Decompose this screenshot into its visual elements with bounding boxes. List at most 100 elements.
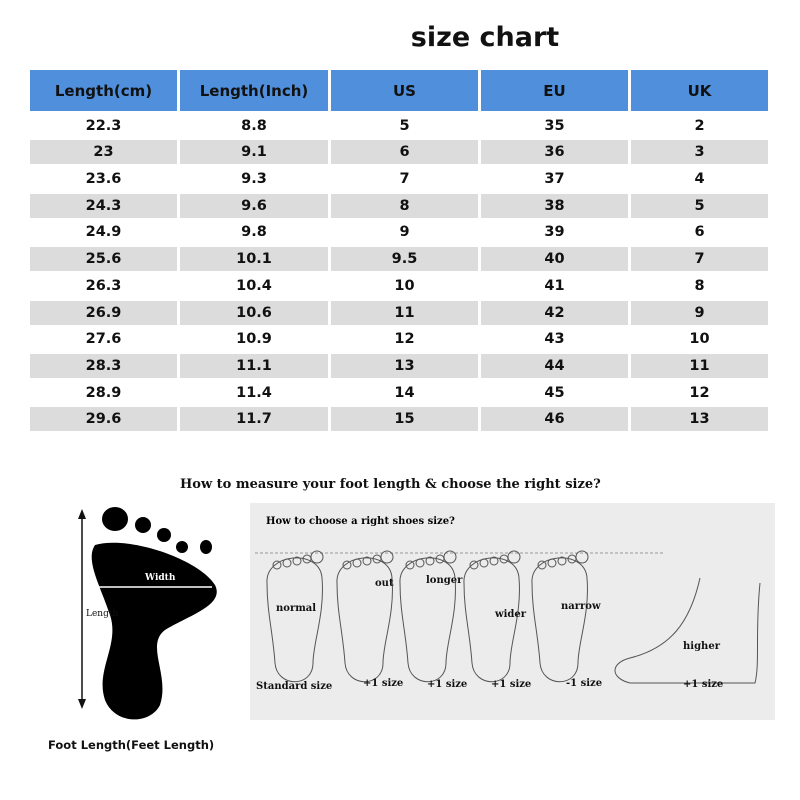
table-cell: 37 <box>544 171 565 188</box>
toe-icon <box>310 550 324 564</box>
table-cell: 14 <box>394 384 415 401</box>
table-cell: 9.1 <box>180 140 328 165</box>
table-cell: 8 <box>331 193 478 218</box>
table-row: 26.3 10.4 10 41 8 <box>30 271 770 298</box>
table-cell: 9 <box>399 224 410 241</box>
toe-icon <box>272 560 282 570</box>
toe-icon <box>469 560 479 570</box>
table-cell: 9.3 <box>241 171 267 188</box>
table-cell: 44 <box>481 353 628 378</box>
table-row: 28.3 11.1 13 44 11 <box>30 351 770 378</box>
toe-icon <box>352 558 362 568</box>
toe-icon <box>547 558 557 568</box>
table-cell: 9.5 <box>331 247 478 272</box>
table-cell: 2 <box>694 117 705 134</box>
column-header: US <box>331 70 478 111</box>
toe-icon <box>575 550 589 564</box>
toe-icon <box>380 550 394 564</box>
foot-type-label: wider <box>495 609 527 620</box>
table-cell: 4 <box>694 171 705 188</box>
table-header: Length(cm) Length(Inch) US EU UK <box>30 70 770 111</box>
table-cell: 36 <box>481 140 628 165</box>
size-table: Length(cm) Length(Inch) US EU UK 22.3 8.8 5 35 2… <box>30 70 770 432</box>
foot-type-label: normal <box>276 603 317 614</box>
column-header: EU <box>481 70 628 111</box>
table-cell: 23.6 <box>85 171 122 188</box>
toe-icon <box>507 550 521 564</box>
foot-outline-icon <box>463 557 520 683</box>
page-title: size chart <box>410 22 560 53</box>
table-row: 28.9 11.4 14 45 12 <box>30 378 770 405</box>
table-row: 23.6 9.3 7 37 4 <box>30 164 770 191</box>
foot-outline-icon <box>336 557 393 683</box>
column-header: UK <box>631 70 768 111</box>
table-cell: 10.4 <box>236 277 272 294</box>
toe-icon <box>405 560 415 570</box>
table-cell: 38 <box>481 193 628 218</box>
table-cell: 8 <box>694 277 705 294</box>
toe-icon <box>415 558 425 568</box>
foot-outline-icon <box>266 557 323 683</box>
guide-title: How to measure your foot length & choose… <box>180 477 601 492</box>
toe-icon <box>489 556 499 566</box>
table-cell: 9.6 <box>180 193 328 218</box>
table-cell: 9 <box>631 300 768 325</box>
guide-subtitle: How to choose a right shoes size? <box>266 516 455 527</box>
table-cell: 13 <box>631 407 768 432</box>
feet-illustrations <box>255 550 761 684</box>
table-cell: 22.3 <box>85 117 122 134</box>
foot-measure-panel: Width Length Foot Length(Feet Length) <box>40 505 245 755</box>
toe-icon <box>443 550 457 564</box>
table-cell: 11.4 <box>236 384 272 401</box>
table-cell: 45 <box>544 384 565 401</box>
table-cell: 28.9 <box>85 384 122 401</box>
table-row: 23 9.1 6 36 3 <box>30 138 770 165</box>
table-cell: 7 <box>399 171 410 188</box>
length-label: Length <box>86 609 119 619</box>
table-cell: 12 <box>394 331 415 348</box>
table-cell: 35 <box>544 117 565 134</box>
table-cell: 23 <box>30 140 177 165</box>
foot-type-label: narrow <box>561 601 601 612</box>
table-cell: 42 <box>481 300 628 325</box>
table-cell: 5 <box>631 193 768 218</box>
table-cell: 10.9 <box>236 331 272 348</box>
table-cell: 25.6 <box>30 247 177 272</box>
table-cell: 10 <box>689 331 710 348</box>
column-header: Length(cm) <box>30 70 177 111</box>
table-cell: 6 <box>694 224 705 241</box>
toe-icon <box>425 556 435 566</box>
table-row: 26.9 10.6 11 42 9 <box>30 298 770 325</box>
table-cell: 29.6 <box>30 407 177 432</box>
toe-icon <box>362 556 372 566</box>
size-advice-label: +1 size <box>363 678 404 689</box>
foot-outline-icon <box>399 557 456 683</box>
table-cell: 40 <box>481 247 628 272</box>
toe-icon <box>282 558 292 568</box>
table-cell: 11.1 <box>180 353 328 378</box>
table-cell: 43 <box>544 331 565 348</box>
footprint-icon <box>78 507 217 720</box>
table-cell: 10.6 <box>180 300 328 325</box>
foot-type-label: longer <box>426 575 463 586</box>
toe-icon <box>479 558 489 568</box>
table-row: 24.9 9.8 9 39 6 <box>30 218 770 245</box>
toe-icon <box>557 556 567 566</box>
table-row: 29.6 11.7 15 46 13 <box>30 405 770 432</box>
size-advice-label: Standard size <box>256 681 333 692</box>
size-advice-label: +1 size <box>427 679 468 690</box>
foot-type-label: higher <box>683 641 720 652</box>
table-cell: 3 <box>631 140 768 165</box>
table-cell: 10 <box>394 277 415 294</box>
table-cell: 10.1 <box>180 247 328 272</box>
table-cell: 13 <box>331 353 478 378</box>
size-advice-label: -1 size <box>566 678 603 689</box>
table-cell: 11.7 <box>180 407 328 432</box>
table-cell: 9.8 <box>241 224 267 241</box>
table-row: 24.3 9.6 8 38 5 <box>30 191 770 218</box>
table-cell: 41 <box>544 277 565 294</box>
size-advice-label: +1 size <box>491 679 532 690</box>
table-cell: 26.3 <box>85 277 122 294</box>
table-cell: 15 <box>331 407 478 432</box>
table-cell: 27.6 <box>85 331 122 348</box>
